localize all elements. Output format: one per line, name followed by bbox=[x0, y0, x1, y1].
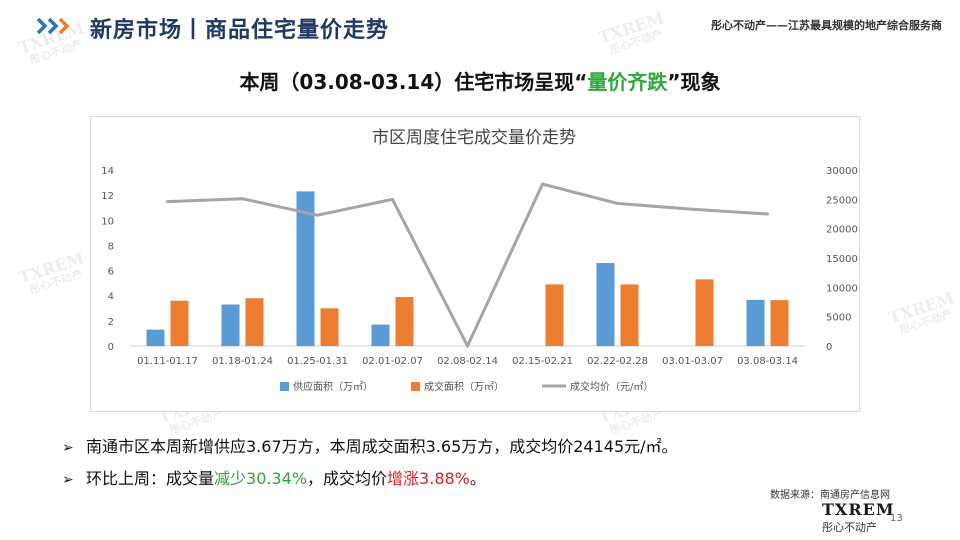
arrow-bullet-icon: ➢ bbox=[62, 472, 74, 488]
y-right-tick-label: 30000 bbox=[826, 166, 858, 177]
bullet-text: 。 bbox=[469, 469, 486, 488]
price-point bbox=[391, 197, 394, 201]
legend-swatch bbox=[280, 382, 289, 391]
legend-label: 成交均价（元/㎡） bbox=[570, 380, 653, 393]
company-logo: TXREM 彤心不动产 bbox=[822, 500, 895, 536]
bar-deal bbox=[170, 300, 189, 346]
price-point bbox=[466, 344, 469, 348]
y-right-tick-label: 25000 bbox=[826, 195, 858, 206]
x-tick-label: 02.08-02.14 bbox=[437, 356, 498, 367]
y-left-tick-label: 2 bbox=[108, 317, 114, 328]
x-tick-label: 01.11-01.17 bbox=[137, 356, 198, 367]
price-point bbox=[166, 200, 169, 204]
price-point bbox=[241, 197, 244, 201]
bar-supply bbox=[371, 324, 390, 346]
company-tagline: 彤心不动产——江苏最具规模的地产综合服务商 bbox=[711, 19, 942, 32]
page-number: 13 bbox=[890, 513, 903, 524]
bar-deal bbox=[620, 284, 639, 346]
y-right-tick-label: 0 bbox=[826, 342, 832, 353]
price-point bbox=[616, 201, 619, 205]
bar-deal bbox=[695, 279, 714, 346]
bar-deal bbox=[245, 298, 264, 346]
bar-supply bbox=[746, 299, 765, 346]
y-right-tick-label: 20000 bbox=[826, 225, 858, 236]
legend-label: 成交面积（万㎡） bbox=[424, 380, 504, 393]
headline-highlight: 量价齐跌 bbox=[587, 70, 668, 94]
bullet-text: ，成交均价 bbox=[307, 469, 388, 488]
logo-subtext: 彤心不动产 bbox=[822, 521, 877, 534]
price-change: 增涨3.88% bbox=[387, 469, 470, 488]
chart-title: 市区周度住宅成交量价走势 bbox=[372, 128, 576, 148]
slide-headline: 本周（03.08-03.14）住宅市场呈现“量价齐跌”现象 bbox=[0, 66, 960, 95]
chart-frame bbox=[90, 116, 860, 412]
chevron-right-icon bbox=[36, 17, 70, 35]
bar-deal bbox=[770, 300, 789, 346]
y-right-tick-label: 10000 bbox=[826, 283, 858, 294]
x-tick-label: 02.01-02.07 bbox=[362, 356, 423, 367]
x-tick-label: 03.08-03.14 bbox=[737, 356, 798, 367]
x-tick-label: 01.25-01.31 bbox=[287, 356, 348, 367]
bar-supply bbox=[221, 304, 240, 346]
page-header: 新房市场丨商品住宅量价走势 彤心不动产——江苏最具规模的地产综合服务商 bbox=[0, 0, 960, 52]
y-left-tick-label: 12 bbox=[101, 191, 114, 202]
y-left-tick-label: 8 bbox=[108, 241, 114, 252]
bar-deal bbox=[545, 284, 564, 346]
bar-supply bbox=[596, 263, 615, 346]
y-left-tick-label: 0 bbox=[108, 342, 114, 353]
y-right-tick-label: 15000 bbox=[826, 254, 858, 265]
bar-deal bbox=[320, 308, 339, 346]
headline-suffix: ”现象 bbox=[667, 70, 721, 94]
volume-change: 减少30.34% bbox=[214, 469, 308, 488]
price-point bbox=[316, 213, 319, 217]
combo-chart: 市区周度住宅成交量价走势 0 2 4 6 8 10 12 14 0 5000 10000 15000 20… bbox=[101, 128, 858, 393]
page-title: 新房市场丨商品住宅量价走势 bbox=[90, 18, 390, 43]
legend-swatch bbox=[411, 382, 420, 391]
logo-text: TXREM bbox=[822, 500, 895, 519]
bullet-change: ➢ 环比上周：成交量减少30.34%，成交均价增涨3.88%。 bbox=[62, 465, 678, 497]
bar-supply bbox=[146, 329, 165, 346]
y-left-tick-label: 10 bbox=[101, 216, 114, 227]
x-tick-label: 02.15-02.21 bbox=[512, 356, 573, 367]
price-point bbox=[766, 212, 769, 216]
bar-supply bbox=[296, 191, 315, 346]
price-point bbox=[541, 182, 544, 186]
y-left-tick-label: 6 bbox=[108, 267, 114, 278]
x-tick-label: 01.18-01.24 bbox=[212, 356, 273, 367]
headline-prefix: 本周（03.08-03.14）住宅市场呈现“ bbox=[239, 70, 588, 94]
x-tick-label: 02.22-02.28 bbox=[587, 356, 648, 367]
legend-label: 供应面积（万㎡） bbox=[293, 380, 373, 393]
price-point bbox=[691, 207, 694, 211]
arrow-bullet-icon: ➢ bbox=[62, 440, 74, 456]
bullet-text: 南通市区本周新增供应3.67万方，本周成交面积3.65万方，成交均价24145元… bbox=[86, 437, 678, 456]
summary-bullets: ➢ 南通市区本周新增供应3.67万方，本周成交面积3.65万方，成交均价24145… bbox=[62, 433, 678, 497]
y-left-tick-label: 4 bbox=[108, 292, 114, 303]
bullet-supply: ➢ 南通市区本周新增供应3.67万方，本周成交面积3.65万方，成交均价24145… bbox=[62, 433, 678, 465]
x-tick-label: 03.01-03.07 bbox=[662, 356, 723, 367]
data-source: 数据来源：南通房产信息网 bbox=[770, 490, 890, 501]
y-left-tick-label: 14 bbox=[101, 166, 114, 177]
bullet-text: 环比上周：成交量 bbox=[86, 469, 215, 488]
bar-deal bbox=[395, 296, 414, 346]
y-right-tick-label: 5000 bbox=[826, 313, 851, 324]
